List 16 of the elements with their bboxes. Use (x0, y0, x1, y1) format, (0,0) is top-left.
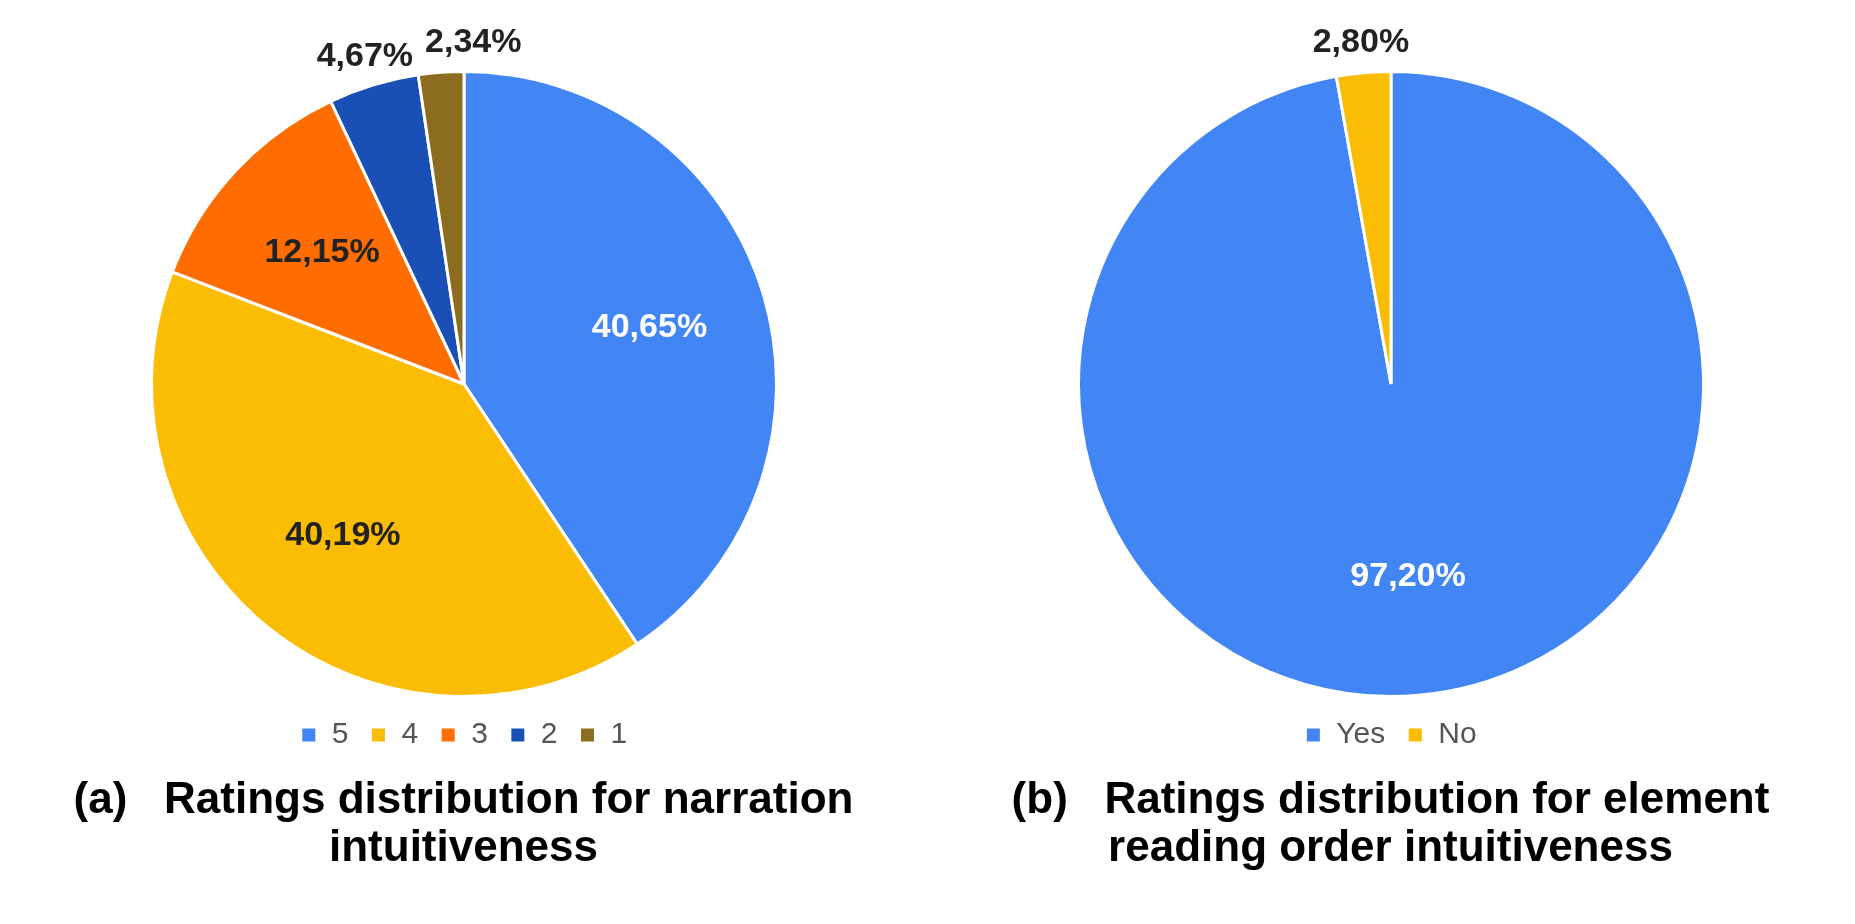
data-label: 12,15% (263, 230, 380, 269)
data-label: 97,20% (1349, 555, 1466, 594)
legend-label: 4 (400, 716, 418, 750)
legend-label: Yes (1335, 716, 1385, 750)
legend-label: 1 (610, 716, 627, 750)
legend-label: 3 (470, 716, 488, 750)
data-label: 4,67% (316, 34, 413, 73)
legend-label: 2 (540, 716, 558, 750)
data-label: 2,34% (424, 20, 521, 59)
data-label: 40,19% (284, 513, 401, 552)
legend-label: No (1437, 716, 1477, 750)
data-label: 2,80% (1312, 21, 1409, 60)
data-label: 40,65% (591, 306, 707, 345)
text: (b) Ratings distribution for element reading order intuitiveness (1010, 773, 1771, 871)
legend-label: 5 (331, 716, 348, 750)
text: (a) Ratings distribution for narration intuitiveness (72, 773, 855, 871)
